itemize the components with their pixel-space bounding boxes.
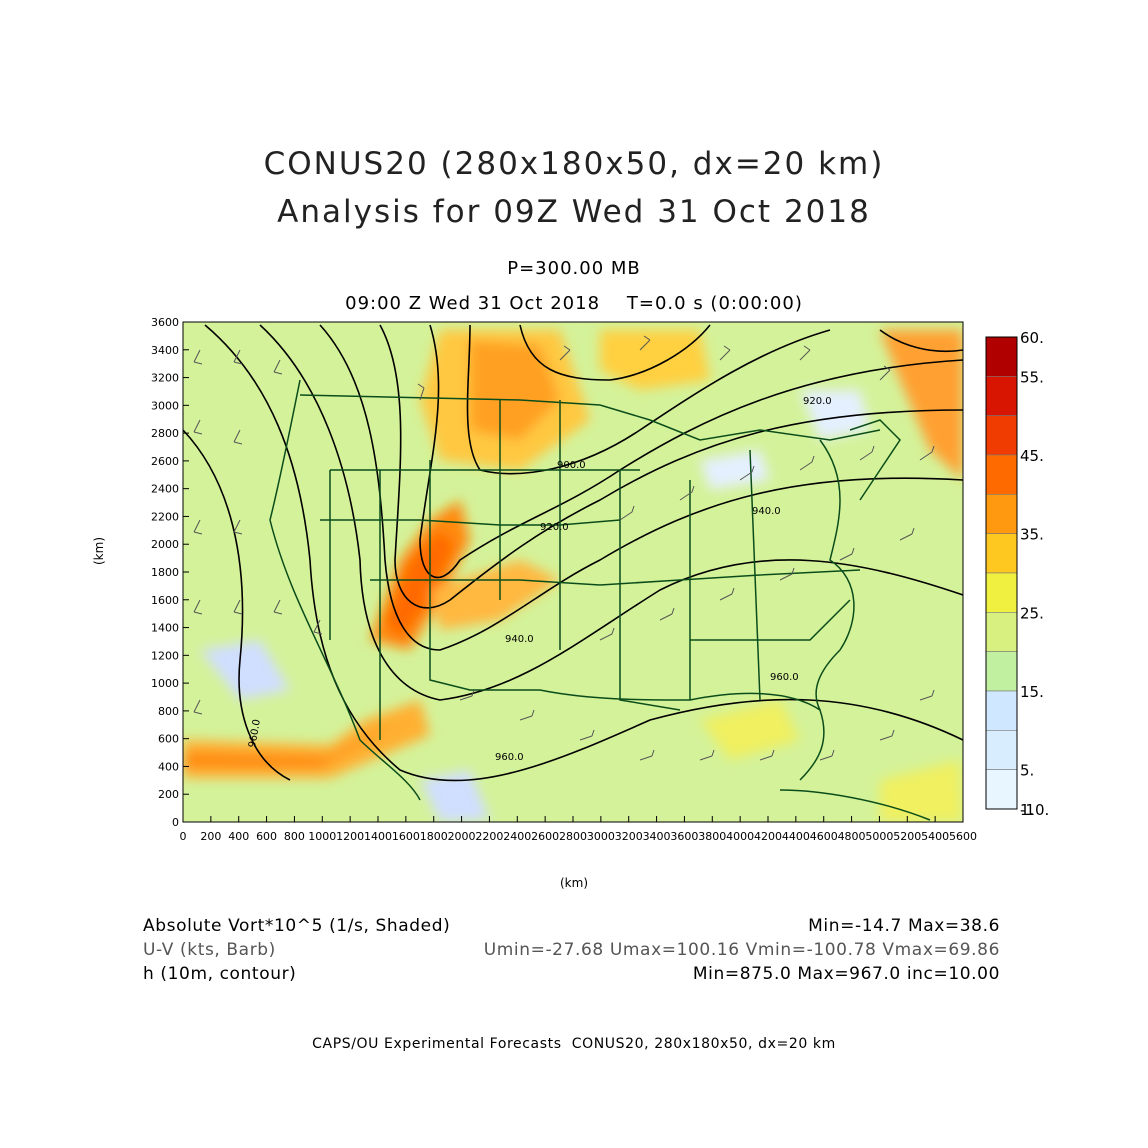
x-tick-label: 4200 (754, 830, 782, 843)
x-tick-label: 2000 (448, 830, 476, 843)
x-tick-label: 3200 (615, 830, 643, 843)
x-tick-label: 5000 (865, 830, 893, 843)
contour-label-960: 960.0 (495, 752, 524, 763)
contour-labels: 900.0 920.0 920.0 940.0 940.0 960.0 960.… (247, 396, 832, 763)
colorbar-label: 35. (1020, 526, 1044, 544)
contour-label-960-se: 960.0 (770, 672, 799, 683)
main-title: CONUS20 (280x180x50, dx=20 km) (263, 146, 885, 182)
y-tick-label: 2200 (151, 510, 179, 523)
contour-label-920: 920.0 (540, 522, 569, 533)
x-tick-label: 5200 (893, 830, 921, 843)
legend-height-range: Min=875.0 Max=967.0 inc=10.00 (692, 964, 1000, 984)
contour-label-960-west: 960.0 (247, 718, 263, 748)
colorbar-swatch (985, 690, 1018, 731)
x-tick-label: 1400 (364, 830, 392, 843)
y-axis-unit: (km) (92, 536, 106, 565)
colorbar-swatch (985, 415, 1018, 456)
x-tick-label: 1600 (392, 830, 420, 843)
colorbar-swatch (985, 336, 1018, 377)
colorbar-frame (985, 336, 1018, 810)
colorbar-swatch (985, 769, 1018, 810)
colorbar-label: 1. (1020, 801, 1034, 819)
legend-height: h (10m, contour) (143, 964, 297, 984)
x-tick-label: 1800 (420, 830, 448, 843)
y-tick-label: 1200 (151, 649, 179, 662)
y-tick-label: 3000 (151, 399, 179, 412)
colorbar-swatch (985, 572, 1018, 613)
y-tick-label: 2800 (151, 427, 179, 440)
y-tick-label: 2000 (151, 538, 179, 551)
x-tick-label: 5400 (921, 830, 949, 843)
y-tick-label: 1600 (151, 594, 179, 607)
colorbar-label: 5. (1020, 762, 1034, 780)
x-tick-label: 3600 (670, 830, 698, 843)
x-tick-label: 4000 (726, 830, 754, 843)
colorbar-label: 55. (1020, 368, 1044, 386)
state-borders (269, 379, 931, 821)
y-axis: 0 200 400 600 800 1000 1200 1400 1600 1800 2000 220… (151, 316, 189, 829)
colorbar-swatch (985, 533, 1018, 574)
credit-line: CAPS/OU Experimental Forecasts CONUS20, … (312, 1036, 836, 1052)
x-axis-unit: (km) (560, 876, 589, 890)
legend-vorticity-range: Min=-14.7 Max=38.6 (808, 916, 1000, 936)
x-tick-label: 1000 (308, 830, 336, 843)
x-tick-label: 3400 (643, 830, 671, 843)
y-tick-label: 3200 (151, 372, 179, 385)
colorbar-swatch (985, 612, 1018, 652)
legend-wind-range: Umin=-27.68 Umax=100.16 Vmin=-100.78 Vma… (483, 940, 1000, 960)
y-tick-label: 2400 (151, 483, 179, 496)
contour-label-900: 900.0 (557, 460, 586, 471)
legend-vorticity: Absolute Vort*10^5 (1/s, Shaded) (143, 916, 451, 936)
x-tick-label: 2400 (503, 830, 531, 843)
valid-time: 09:00 Z Wed 31 Oct 2018 T=0.0 s (0:00:00… (345, 293, 803, 314)
x-tick-label: 600 (256, 830, 277, 843)
y-tick-label: 3600 (151, 316, 179, 329)
x-tick-label: 5600 (949, 830, 977, 843)
colorbar-label: -10. (1020, 801, 1049, 819)
contour-label-940-ne: 940.0 (752, 506, 781, 517)
colorbar-label: 45. (1020, 447, 1044, 465)
colorbar-swatch (985, 651, 1018, 692)
colorbar-label: 25. (1020, 604, 1044, 622)
x-tick-label: 3000 (587, 830, 615, 843)
colorbar-label: 60. (1020, 329, 1044, 347)
colorbar-swatch (985, 730, 1018, 770)
legend-wind: U-V (kts, Barb) (143, 940, 276, 960)
y-tick-label: 1800 (151, 566, 179, 579)
x-axis: 0 200 400 600 800 1000 1200 1400 1600 1800 2000 220… (180, 816, 977, 843)
x-tick-label: 0 (180, 830, 187, 843)
x-tick-label: 800 (284, 830, 305, 843)
y-tick-label: 200 (158, 788, 179, 801)
x-tick-label: 4400 (782, 830, 810, 843)
x-tick-label: 3800 (698, 830, 726, 843)
x-tick-label: 400 (228, 830, 249, 843)
colorbar: 60. 55. 45. 35. 25. 15. 5. 1.-10. (985, 329, 1049, 819)
wind-barbs (193, 335, 935, 761)
colorbar-swatch (985, 494, 1018, 534)
y-tick-label: 2600 (151, 455, 179, 468)
colorbar-swatch (985, 454, 1018, 495)
y-tick-label: 800 (158, 705, 179, 718)
x-tick-label: 2200 (475, 830, 503, 843)
colorbar-swatch (985, 376, 1018, 416)
contour-label-920-ne: 920.0 (803, 396, 832, 407)
y-tick-label: 400 (158, 760, 179, 773)
analysis-title: Analysis for 09Z Wed 31 Oct 2018 (277, 194, 871, 230)
colorbar-label: 15. (1020, 683, 1044, 701)
y-tick-label: 600 (158, 733, 179, 746)
x-tick-label: 4600 (810, 830, 838, 843)
y-tick-label: 1000 (151, 677, 179, 690)
x-tick-label: 200 (200, 830, 221, 843)
x-tick-label: 2600 (531, 830, 559, 843)
y-tick-label: 0 (172, 816, 179, 829)
contour-label-940: 940.0 (505, 634, 534, 645)
y-tick-label: 3400 (151, 344, 179, 357)
x-tick-label: 1200 (336, 830, 364, 843)
y-tick-label: 1400 (151, 622, 179, 635)
x-tick-label: 4800 (838, 830, 866, 843)
x-tick-label: 2800 (559, 830, 587, 843)
pressure-level: P=300.00 MB (507, 258, 641, 279)
